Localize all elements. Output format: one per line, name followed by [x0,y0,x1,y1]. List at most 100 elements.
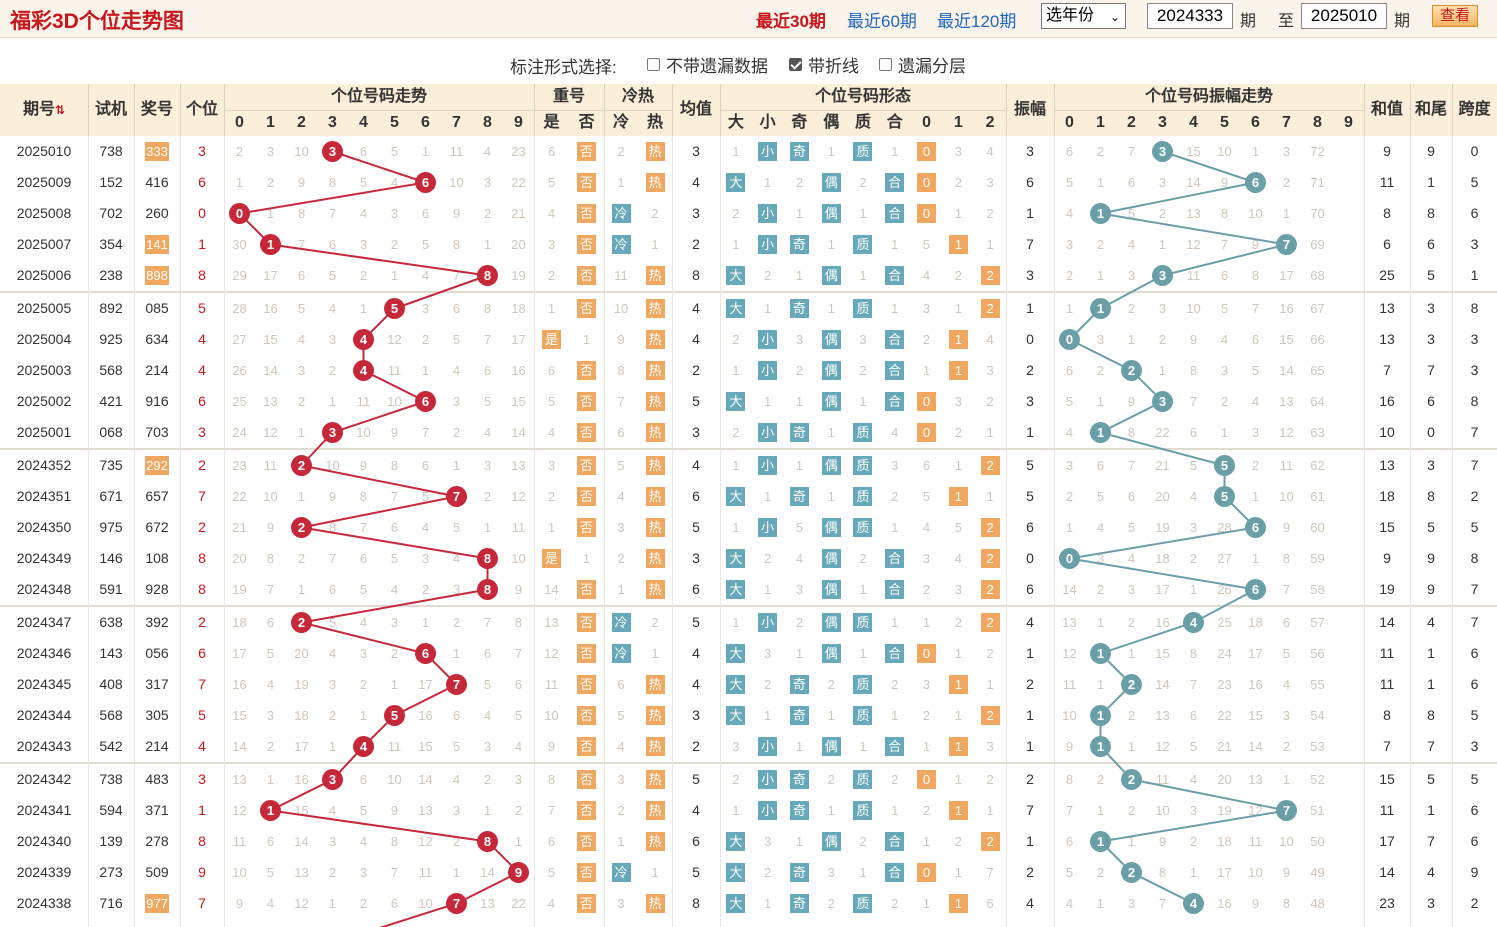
to-period-input[interactable]: 2025010 [1301,3,1387,29]
amp-missing: 1 [1096,677,1105,692]
repeat-missing: 6 [547,363,556,378]
shape-badge: 奇 [789,142,809,161]
unit-ball: 6 [415,643,436,664]
hotcold-missing: 1 [617,834,625,849]
amp-missing: 3 [1282,144,1291,159]
trend-missing: 5 [359,582,368,597]
amp-ball: 4 [1183,612,1204,633]
shape-badge: 奇 [789,235,809,254]
trend-missing: 3 [514,772,523,787]
header-amp-digit-5: 5 [1220,114,1229,131]
trend-missing: 3 [452,394,461,409]
remainder-badge: 2 [980,549,1000,568]
amp-missing: 16 [1248,677,1263,692]
year-select[interactable]: 选年份 ⌄ [1041,3,1126,29]
sort-icon[interactable]: ⇅ [54,103,66,117]
hot-badge: 热 [645,801,665,820]
amp-missing: 6 [1127,175,1136,190]
trend-missing: 13 [263,394,278,409]
shape-badge: 合 [885,361,905,380]
unit-cell: 8 [198,267,206,283]
shape-badge-cell: 小 [752,229,784,260]
hot-badge-cell: 热 [638,700,672,731]
header-divider [604,110,672,111]
amp-missing: 14 [1248,739,1263,754]
shape-missing: 1 [986,237,994,252]
amp-ball: 0 [1059,329,1080,350]
hot-badge: 热 [645,487,665,506]
amp-missing: 9 [1282,520,1291,535]
amp-ball: 1 [1090,422,1111,443]
shape-badge-cell: 奇 [784,764,816,795]
prize-cell: 483 [145,771,169,787]
recent-30-link[interactable]: 最近30期 [756,12,826,31]
shape-badge: 大 [726,266,746,285]
trend-missing: 2 [421,332,430,347]
trend-missing: 9 [359,458,368,473]
repeat-badge-cell: 否 [569,574,604,605]
hotcold-missing: 8 [617,363,625,378]
trend-missing: 2 [297,394,306,409]
period-cell: 2024344 [16,707,72,723]
amp-missing: 6 [1065,363,1074,378]
sum-cell: 9 [1383,550,1391,566]
shape-badge: 合 [885,266,905,285]
unit-cell: 5 [198,300,206,316]
table-row: 2024341 594 371 1 12 15 4 5 9 13 3 1 2 7 否 2 热 4 1 小奇 1 质 1 2 1 1… [0,795,1497,826]
amp-cell: 1 [1026,645,1034,661]
avg-cell: 3 [692,143,700,159]
prize-badge-cell: 333 [134,136,180,167]
trend-missing: 6 [452,708,461,723]
checkbox-icon[interactable] [647,58,660,71]
amp-ball: 2 [1121,360,1142,381]
hotcold-missing: 11 [614,268,628,283]
hot-badge-cell: 热 [638,355,672,386]
trend-missing: 8 [328,175,337,190]
shape-missing: 1 [891,708,899,723]
options-label: 标注形式选择: [510,58,617,77]
header-period[interactable]: 期号⇅ [22,101,66,118]
header-shape-sub: 合 [886,114,903,131]
shape-badge: 偶 [821,173,841,192]
tail-cell: 8 [1427,707,1435,723]
amp-ball: 1 [1090,203,1111,224]
amp-missing: 3 [1127,582,1136,597]
trend-missing: 2 [297,551,306,566]
header-amp-digit-9: 9 [1344,114,1353,131]
amp-missing: 51 [1310,803,1325,818]
from-period-input[interactable]: 2024333 [1147,3,1233,29]
repeat-badge-cell: 否 [569,700,604,731]
shape-badge: 质 [853,675,873,694]
option-no-missing[interactable]: 不带遗漏数据 [647,52,768,77]
table-row: 2024352 735 292 2 23 11 10 9 8 6 1 3 13 3 否 5 热 4 1 小 1 偶质 3 6 1… [0,450,1497,481]
trial-cell: 738 [99,771,123,787]
repeat-missing: 11 [544,677,559,692]
trend-missing: 2 [328,708,337,723]
shape-badge-cell: 大 [720,638,752,669]
shape-missing: 1 [732,803,740,818]
checkbox-icon[interactable] [879,58,892,71]
shape-missing: 4 [795,551,804,566]
unit-cell: 1 [198,236,206,252]
shape-missing: 5 [922,489,931,504]
option-polyline[interactable]: 带折线 [789,52,859,77]
amp-missing: 3 [1158,301,1167,316]
recent-60-link[interactable]: 最近60期 [847,12,917,31]
header-shape-sub: 质 [854,114,871,131]
amp-ball: 0 [1059,548,1080,569]
option-missing-layer[interactable]: 遗漏分层 [879,52,966,77]
shape-badge-cell: 小 [752,450,784,481]
unit-cell: 2 [198,614,206,630]
sum-cell: 11 [1379,802,1395,818]
query-button[interactable]: 查看 [1432,5,1478,27]
checkbox-checked-icon[interactable] [789,58,802,71]
repeat-missing: 1 [547,301,556,316]
trend-missing: 10 [387,394,402,409]
trend-missing: 12 [294,896,309,911]
amp-missing: 5 [1220,301,1229,316]
recent-120-link[interactable]: 最近120期 [937,12,1017,31]
hotcold-missing: 4 [617,739,625,754]
group-separator [0,448,1497,450]
unit-ball: 7 [446,674,467,695]
tail-cell: 9 [1427,550,1435,566]
